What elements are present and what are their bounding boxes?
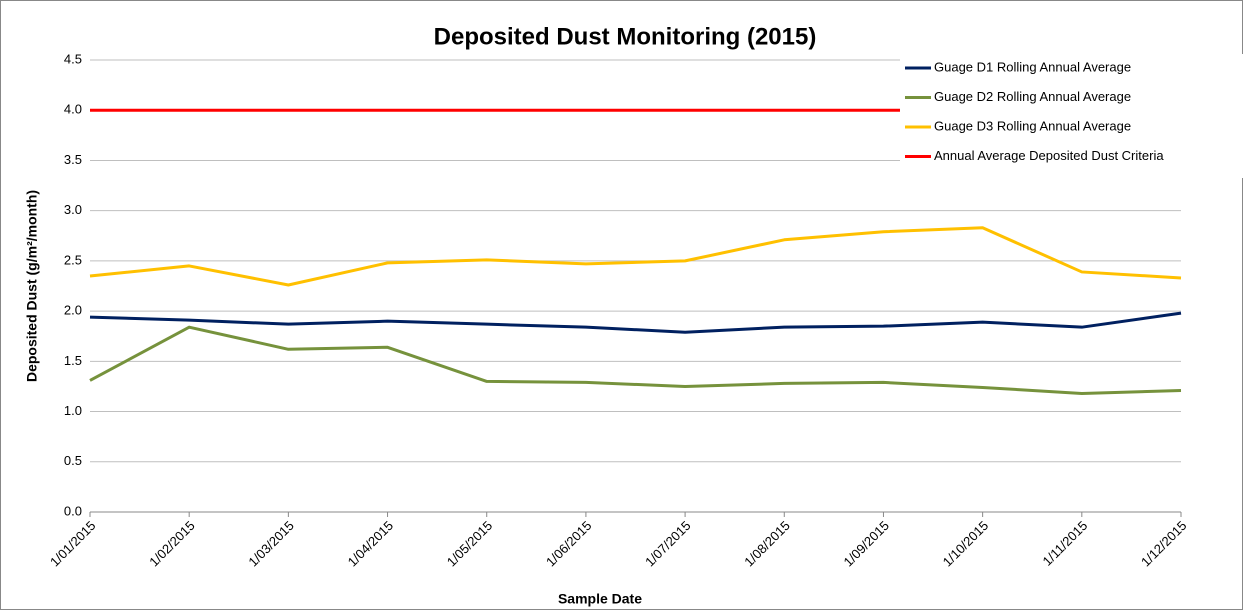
- y-tick-label: 4.5: [64, 51, 82, 66]
- y-tick-label: 0.5: [64, 453, 82, 468]
- y-tick-label: 2.0: [64, 303, 82, 318]
- series-line: [89, 325, 1182, 395]
- y-tick-label: 2.5: [64, 252, 82, 267]
- x-axis-label: Sample Date: [558, 591, 642, 607]
- y-tick-label: 1.5: [64, 353, 82, 368]
- y-tick-label: 1.0: [64, 403, 82, 418]
- y-tick-label: 3.0: [64, 202, 82, 217]
- legend-label: Guage D3 Rolling Annual Average: [934, 118, 1131, 133]
- legend-label: Guage D1 Rolling Annual Average: [934, 59, 1131, 74]
- chart-title: Deposited Dust Monitoring (2015): [434, 23, 817, 50]
- series-line: [89, 226, 1182, 287]
- y-tick-label: 3.5: [64, 152, 82, 167]
- y-tick-label: 0.0: [64, 503, 82, 518]
- y-tick-label: 4.0: [64, 102, 82, 117]
- y-axis-label: Deposited Dust (g/m²/month): [24, 190, 40, 382]
- legend-label: Guage D2 Rolling Annual Average: [934, 89, 1131, 104]
- legend-background: [900, 54, 1243, 178]
- series-line: [89, 311, 1182, 334]
- legend-label: Annual Average Deposited Dust Criteria: [934, 148, 1164, 163]
